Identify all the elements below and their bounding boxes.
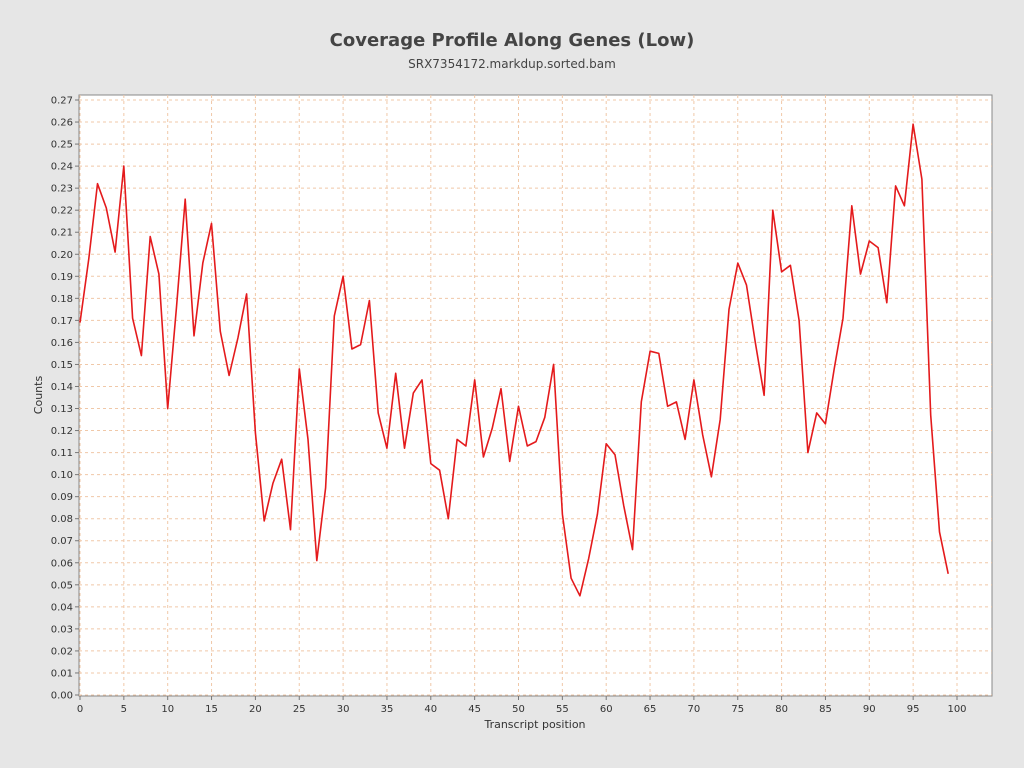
y-tick-label: 0.17 [51, 316, 73, 327]
y-tick-label: 0.06 [51, 558, 73, 569]
y-tick-label: 0.08 [51, 514, 73, 525]
y-tick-label: 0.01 [51, 668, 73, 679]
y-tick-label: 0.07 [51, 536, 73, 547]
y-tick-label: 0.04 [51, 602, 73, 613]
x-tick-label: 60 [600, 704, 613, 715]
x-tick-label: 95 [907, 704, 920, 715]
x-tick-label: 10 [161, 704, 174, 715]
series-group [79, 123, 949, 597]
y-tick-label: 0.05 [51, 580, 73, 591]
y-tick-label: 0.20 [51, 250, 73, 261]
x-tick-label: 100 [947, 704, 966, 715]
x-tick-label: 70 [688, 704, 701, 715]
y-tick-label: 0.25 [51, 140, 73, 151]
y-tick-label: 0.27 [51, 96, 73, 107]
y-axis: 0.00 0.01 0.02 0.03 0.04 0.05 0.06 0.07 0.08 0.09… [51, 96, 79, 702]
y-tick-label: 0.00 [51, 691, 73, 702]
x-tick-label: 50 [512, 704, 525, 715]
y-tick-label: 0.14 [51, 382, 73, 393]
series-line [79, 123, 949, 597]
y-tick-label: 0.23 [51, 184, 73, 195]
x-tick-label: 80 [775, 704, 788, 715]
x-tick-label: 85 [819, 704, 832, 715]
x-tick-label: 20 [249, 704, 262, 715]
y-tick-label: 0.03 [51, 624, 73, 635]
x-tick-label: 0 [77, 704, 83, 715]
x-tick-label: 5 [121, 704, 127, 715]
chart-subtitle: SRX7354172.markdup.sorted.bam [408, 57, 616, 71]
plot-area [78, 94, 993, 697]
x-axis: 0 5 10 15 20 25 30 35 40 45 50 55 60 65 70 75 80 85 90 95 10… [77, 696, 967, 715]
x-tick-label: 75 [731, 704, 744, 715]
y-tick-label: 0.09 [51, 492, 73, 503]
x-tick-label: 25 [293, 704, 306, 715]
y-tick-label: 0.10 [51, 470, 73, 481]
y-tick-label: 0.13 [51, 404, 73, 415]
y-tick-label: 0.26 [51, 118, 73, 129]
x-axis-label: Transcript position [483, 718, 585, 731]
x-tick-label: 65 [644, 704, 657, 715]
x-tick-label: 90 [863, 704, 876, 715]
y-tick-label: 0.22 [51, 206, 73, 217]
y-tick-label: 0.12 [51, 426, 73, 437]
y-tick-label: 0.24 [51, 162, 73, 173]
y-tick-label: 0.02 [51, 646, 73, 657]
y-tick-label: 0.21 [51, 228, 73, 239]
x-tick-label: 35 [381, 704, 394, 715]
x-tick-label: 30 [337, 704, 350, 715]
y-tick-label: 0.19 [51, 272, 73, 283]
y-tick-label: 0.11 [51, 448, 73, 459]
x-tick-label: 40 [424, 704, 437, 715]
y-axis-label: Counts [32, 376, 45, 415]
x-tick-label: 55 [556, 704, 569, 715]
y-tick-label: 0.18 [51, 294, 73, 305]
chart-title: Coverage Profile Along Genes (Low) [329, 30, 695, 51]
x-tick-label: 15 [205, 704, 218, 715]
x-tick-label: 45 [468, 704, 481, 715]
y-tick-label: 0.16 [51, 338, 73, 349]
y-tick-label: 0.15 [51, 360, 73, 371]
